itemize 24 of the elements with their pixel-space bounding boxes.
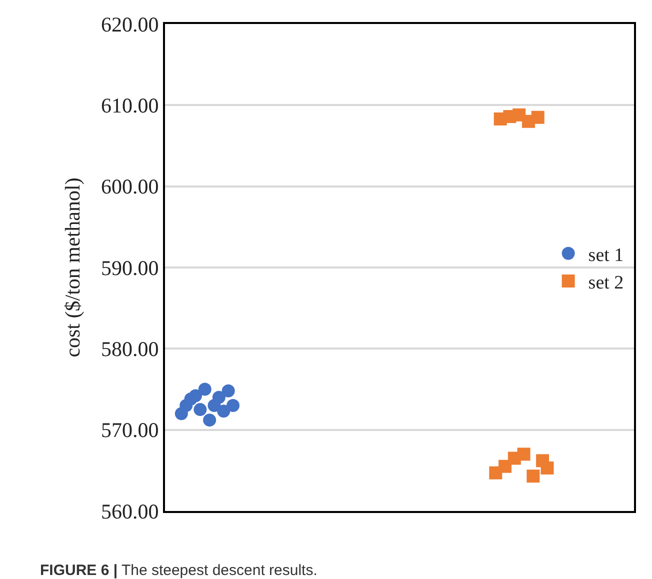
point — [203, 414, 216, 427]
point — [217, 404, 230, 418]
y-tick-label: 570.00 — [101, 418, 159, 442]
point — [226, 398, 240, 412]
y-tick-label: 590.00 — [101, 256, 159, 280]
point — [222, 384, 235, 398]
y-tick-label: 580.00 — [101, 337, 159, 362]
point — [212, 390, 226, 404]
y-tick-label: 620.00 — [101, 12, 159, 36]
y-tick-label: 610.00 — [101, 94, 159, 118]
y-tick-label: 560.00 — [101, 499, 159, 524]
legend-label: set 1 — [588, 244, 624, 266]
y-tick-label: 600.00 — [101, 174, 159, 199]
point — [531, 110, 544, 124]
point — [517, 448, 530, 461]
point — [198, 382, 212, 396]
y-axis-title: cost ($/ton methanol) — [60, 178, 85, 358]
point — [526, 470, 540, 483]
caption: FIGURE 6 | The steepest descent results. — [40, 562, 318, 579]
point — [498, 460, 512, 473]
point — [194, 403, 207, 416]
point — [188, 389, 202, 402]
legend-label: set 2 — [588, 272, 624, 294]
point — [540, 461, 554, 474]
